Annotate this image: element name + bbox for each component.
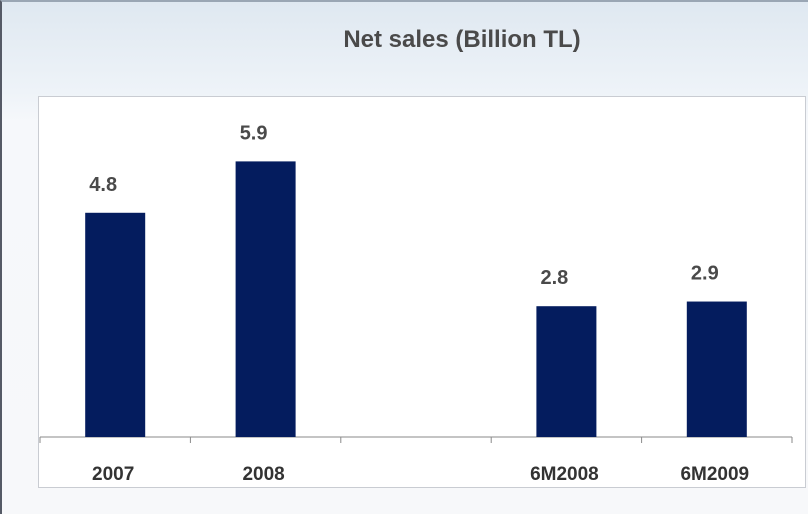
category-label-6M2008: 6M2008 bbox=[530, 464, 599, 485]
value-label-2008: 5.9 bbox=[240, 122, 268, 144]
category-label-2007: 2007 bbox=[92, 464, 134, 485]
chart-title: Net sales (Billion TL) bbox=[343, 26, 581, 53]
bar-6M2009 bbox=[686, 301, 747, 437]
value-label-6M2009: 2.9 bbox=[691, 263, 719, 285]
value-label-2007: 4.8 bbox=[89, 174, 117, 196]
plot-area bbox=[38, 96, 806, 488]
category-label-6M2009: 6M2009 bbox=[680, 464, 749, 485]
bar-2008 bbox=[235, 161, 296, 437]
bar-6M2008 bbox=[536, 306, 597, 437]
value-label-6M2008: 2.8 bbox=[540, 267, 568, 289]
bar-2007 bbox=[85, 212, 146, 437]
category-label-2008: 2008 bbox=[242, 464, 284, 485]
